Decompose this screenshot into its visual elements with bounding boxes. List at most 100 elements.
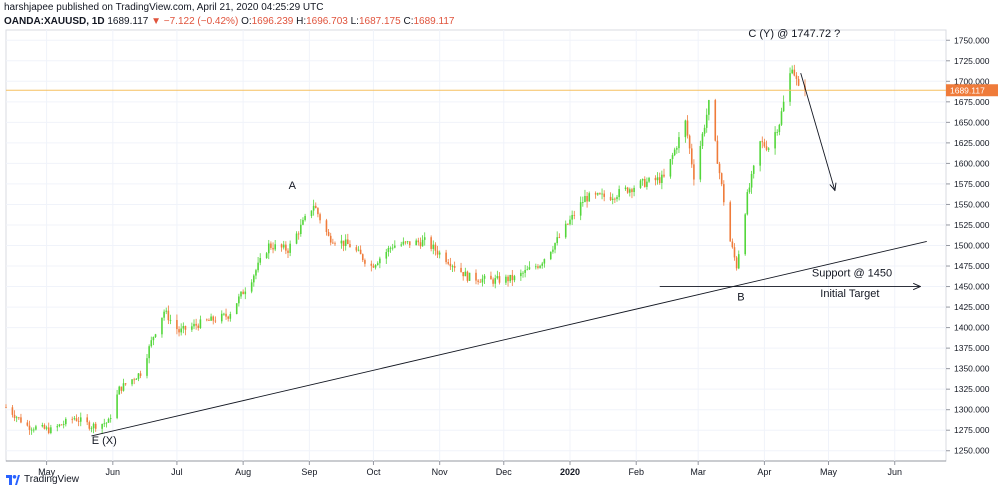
candle-body	[325, 220, 328, 232]
candle-body	[526, 269, 529, 271]
candle-body	[408, 241, 411, 246]
candle-body	[235, 303, 238, 315]
candle-body	[253, 275, 255, 283]
candle-body	[65, 418, 67, 425]
candle-body	[47, 427, 50, 434]
candle-body	[225, 313, 227, 317]
candle-body	[349, 244, 351, 248]
candle-body	[387, 248, 390, 253]
candle-body	[28, 425, 31, 430]
candle-body	[699, 146, 702, 180]
candle-body	[242, 291, 244, 295]
label-support: Support @ 1450	[812, 268, 892, 280]
candle-body	[370, 263, 373, 266]
candle-body	[475, 272, 477, 281]
candle-body	[535, 266, 537, 268]
candle-body	[240, 291, 242, 297]
candle-body	[633, 187, 635, 193]
candle-body	[374, 265, 377, 268]
y-tick-label: 1600.000	[954, 158, 990, 168]
change-down-arrow-icon: ▼	[151, 16, 161, 27]
candle-body	[347, 239, 349, 245]
candle-body	[676, 148, 678, 150]
candle-body	[79, 417, 82, 422]
candle-body	[767, 148, 770, 150]
candle-body	[146, 358, 148, 376]
candle-body	[300, 224, 302, 235]
candle-body	[270, 243, 272, 248]
candle-body	[716, 140, 719, 164]
candle-body	[342, 240, 345, 246]
candle-body	[451, 265, 454, 267]
candle-body	[643, 178, 646, 187]
candle-body	[490, 275, 492, 280]
candle-body	[556, 237, 558, 244]
candle-body	[400, 244, 403, 246]
candle-body	[312, 205, 315, 211]
candle-body	[314, 205, 317, 209]
label-b: B	[737, 292, 744, 304]
candle-body	[776, 132, 779, 133]
candle-body	[648, 177, 650, 182]
candle-body	[265, 253, 268, 259]
candle-body	[139, 373, 142, 376]
candle-body	[133, 379, 135, 381]
open-value: 1696.239	[251, 16, 294, 27]
x-tick-label: Jun	[887, 467, 902, 477]
candle-body	[210, 316, 212, 321]
candle-body	[176, 319, 178, 330]
candle-body	[624, 187, 627, 190]
candle-body	[178, 329, 180, 333]
candle-body	[718, 163, 721, 174]
label-target: Initial Target	[820, 288, 879, 300]
candle-body	[464, 271, 467, 277]
candle-body	[763, 142, 766, 147]
x-tick-label: Sep	[301, 467, 317, 477]
candle-body	[220, 313, 223, 322]
y-tick-label: 1550.000	[954, 199, 990, 209]
candle-body	[90, 428, 93, 430]
candle-body	[723, 184, 725, 203]
candle-body	[520, 272, 522, 277]
candle-body	[778, 124, 781, 133]
candle-body	[421, 239, 424, 247]
candle-body	[541, 263, 544, 266]
candle-body	[359, 249, 362, 255]
candle-body	[748, 187, 751, 193]
x-tick-label: May	[38, 467, 56, 477]
tradingview-footer: TradingView	[6, 474, 79, 485]
candle-body	[92, 423, 95, 429]
candle-body	[214, 320, 217, 322]
tradingview-logo-icon	[6, 474, 20, 485]
candle-body	[257, 262, 259, 271]
candle-body	[148, 346, 150, 359]
candle-body	[58, 424, 61, 427]
candle-body	[105, 422, 108, 424]
candle-body	[511, 274, 514, 281]
candle-body	[35, 426, 37, 430]
ohlc-line: OANDA:XAUUSD, 1D 1689.117 ▼ −7.122 (−0.4…	[4, 16, 454, 27]
candle-body	[327, 231, 330, 236]
y-tick-label: 1250.000	[954, 446, 990, 456]
candle-body	[71, 418, 74, 420]
candle-body	[122, 383, 125, 391]
candle-body	[124, 383, 127, 385]
candle-body	[765, 146, 768, 150]
candle-body	[287, 250, 289, 253]
candle-body	[30, 429, 33, 431]
candle-body	[453, 265, 456, 268]
candle-body	[182, 326, 185, 329]
candle-body	[161, 317, 163, 335]
candle-body	[26, 422, 29, 426]
candle-body	[280, 244, 283, 248]
candle-body	[537, 266, 539, 268]
publisher-text: harshjapee published on TradingView.com,…	[4, 2, 324, 13]
y-tick-label: 1500.000	[954, 241, 990, 251]
y-tick-label: 1275.000	[954, 425, 990, 435]
candle-body	[750, 173, 753, 188]
candle-body	[180, 328, 182, 333]
candle-body	[528, 267, 531, 270]
candle-body	[596, 193, 599, 195]
candle-body	[466, 271, 469, 281]
